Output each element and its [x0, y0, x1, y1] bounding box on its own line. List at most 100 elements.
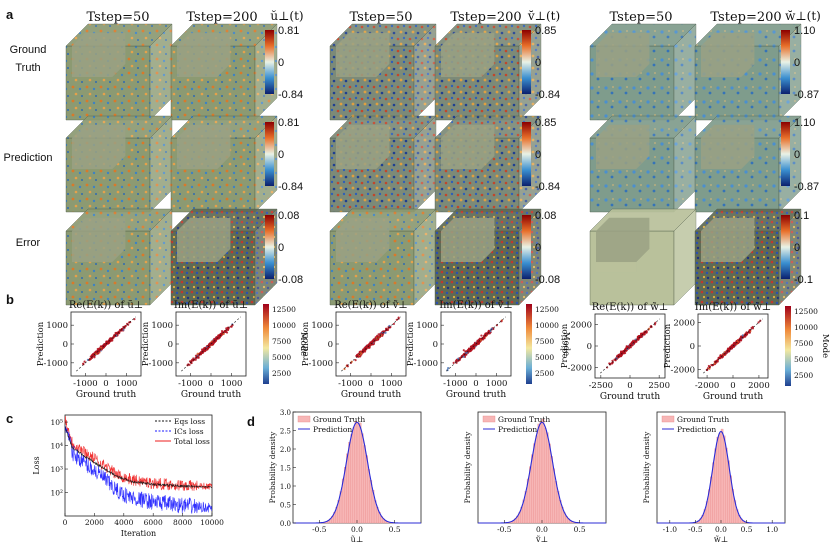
- histogram-bar: [533, 443, 536, 524]
- cube-cutaway: [336, 32, 390, 78]
- cube-cutaway-step: [596, 262, 637, 273]
- scatter-point: [201, 348, 204, 351]
- histogram-bar: [539, 421, 543, 524]
- mode-colorbar-label: Mode: [561, 332, 571, 356]
- y-tick-label: -2000: [670, 366, 695, 376]
- cube-cutaway-step: [596, 77, 637, 88]
- cube-cutaway: [701, 217, 755, 263]
- scatter-point: [757, 321, 760, 324]
- mode-colorbar-tick: 12500: [272, 305, 296, 314]
- colorbar-tick-zero: 0: [278, 57, 284, 69]
- colorbar: [265, 215, 274, 279]
- colorbar: [265, 30, 274, 94]
- scatter-point: [471, 347, 475, 350]
- scatter-point: [632, 339, 635, 342]
- x-tick-label: 0: [730, 381, 735, 391]
- colorbar-tick-max: 1.10: [794, 25, 815, 37]
- colorbar: [781, 122, 790, 186]
- y-axis-label: Probability density: [463, 431, 472, 503]
- x-tick-label: -1.0: [663, 525, 678, 534]
- cube-cutaway-step: [336, 77, 377, 88]
- prediction-curve: [478, 421, 606, 524]
- cube-cutaway: [72, 124, 126, 170]
- histogram-bar: [548, 443, 551, 524]
- pdf-chart-d2: -0.5 0.0 0.5 ṽ⊥ Probability density Ground Tr…: [463, 411, 607, 543]
- scatter-plot-b1: Re(E(k)) of ũ⊥-1000 0 100010000-1000Ground…: [36, 300, 143, 400]
- colorbar-tick-min: -0.84: [278, 89, 303, 101]
- x-tick-label: 0.5: [741, 525, 753, 534]
- y-tick-label: 0: [168, 340, 173, 350]
- scatter-title: Im(E(k)) of ũ⊥: [174, 300, 248, 311]
- colorbar-tick-min: -0.08: [278, 274, 303, 286]
- x-axis-label: ṽ⊥: [535, 535, 548, 543]
- scatter-point: [751, 327, 755, 330]
- y-axis-label: Prediction: [36, 321, 46, 366]
- loss-series-line: [64, 426, 213, 514]
- scatter-point: [465, 350, 468, 353]
- identity-line: [181, 316, 241, 372]
- scatter-point: [97, 349, 100, 352]
- scatter-title: Re(E(k)) of w̃⊥: [592, 302, 668, 313]
- x-tick-label: 2500: [648, 381, 670, 391]
- row-label: Prediction: [4, 152, 53, 164]
- pdf-chart-d3: -1.0 -0.5 0.0 0.5 1.0 w̃⊥ Probability density G…: [642, 411, 786, 543]
- y-tick-label: 0: [63, 340, 68, 350]
- cube-cutaway: [441, 124, 495, 170]
- y-tick-label: 3.0: [280, 409, 291, 417]
- legend-label: Ground Truth: [498, 415, 550, 424]
- column-header-tstep: Tstep=200: [450, 10, 521, 25]
- scatter-point: [637, 338, 640, 341]
- identity-line: [600, 318, 660, 374]
- scatter-point: [710, 363, 713, 367]
- histogram-bar: [365, 455, 368, 524]
- y-tick-label: 1000: [151, 321, 173, 331]
- x-tick-label: -2000: [695, 381, 720, 391]
- colorbar-tick-zero: 0: [278, 149, 284, 161]
- cube-cutaway: [177, 124, 231, 170]
- scatter-point: [382, 330, 385, 333]
- colorbar-tick-zero: 0: [794, 57, 800, 69]
- x-tick-label: 6000: [144, 518, 163, 527]
- flow-field-cube: [170, 23, 278, 121]
- cube-cutaway: [336, 217, 390, 263]
- x-axis-label: Ground truth: [341, 390, 401, 400]
- colorbar-tick-max: 0.81: [278, 117, 299, 129]
- scatter-point: [483, 336, 486, 339]
- cube-cutaway-step: [701, 262, 742, 273]
- x-tick-label: 10000: [200, 518, 224, 527]
- scatter-point: [101, 345, 104, 348]
- scatter-point: [388, 324, 391, 328]
- histogram-bar: [535, 435, 538, 524]
- cube-cutaway: [336, 124, 390, 170]
- x-tick-label: -0.5: [688, 525, 703, 534]
- legend-label: ICs loss: [174, 427, 204, 436]
- flow-field-cube: [434, 23, 542, 121]
- x-tick-label: 2000: [748, 381, 770, 391]
- mode-colorbar-tick: 5000: [535, 353, 554, 362]
- x-axis-label: Ground truth: [446, 390, 506, 400]
- colorbar-tick-min: -0.84: [278, 181, 303, 193]
- scatter-point: [110, 337, 113, 340]
- scatter-point: [110, 339, 113, 342]
- colorbar-symbol: w̆⊥(t): [785, 9, 821, 23]
- colorbar-tick-max: 0.85: [535, 117, 556, 129]
- y-tick-label: -1000: [148, 359, 173, 369]
- y-tick-label: 0.0: [280, 520, 291, 528]
- x-tick-label: 0.0: [715, 525, 727, 534]
- colorbar-tick-min: -0.87: [794, 89, 819, 101]
- flow-field-cube: [329, 23, 437, 121]
- histogram-bar: [352, 427, 356, 524]
- x-tick-label: -1000: [338, 379, 363, 389]
- cube-cutaway-step: [72, 169, 113, 180]
- scatter-point: [739, 338, 742, 342]
- y-axis-label: Prediction: [141, 321, 151, 366]
- scatter-point: [455, 359, 458, 362]
- histogram-bar: [361, 433, 364, 524]
- mode-colorbar-tick: 10000: [794, 323, 818, 332]
- legend-label: Prediction: [313, 425, 352, 434]
- histogram-bar: [550, 456, 553, 524]
- scatter-point: [220, 334, 223, 337]
- x-tick-label: 0.0: [351, 525, 363, 534]
- flow-field-cube: [589, 208, 697, 306]
- colorbar-tick-zero: 0: [535, 242, 541, 254]
